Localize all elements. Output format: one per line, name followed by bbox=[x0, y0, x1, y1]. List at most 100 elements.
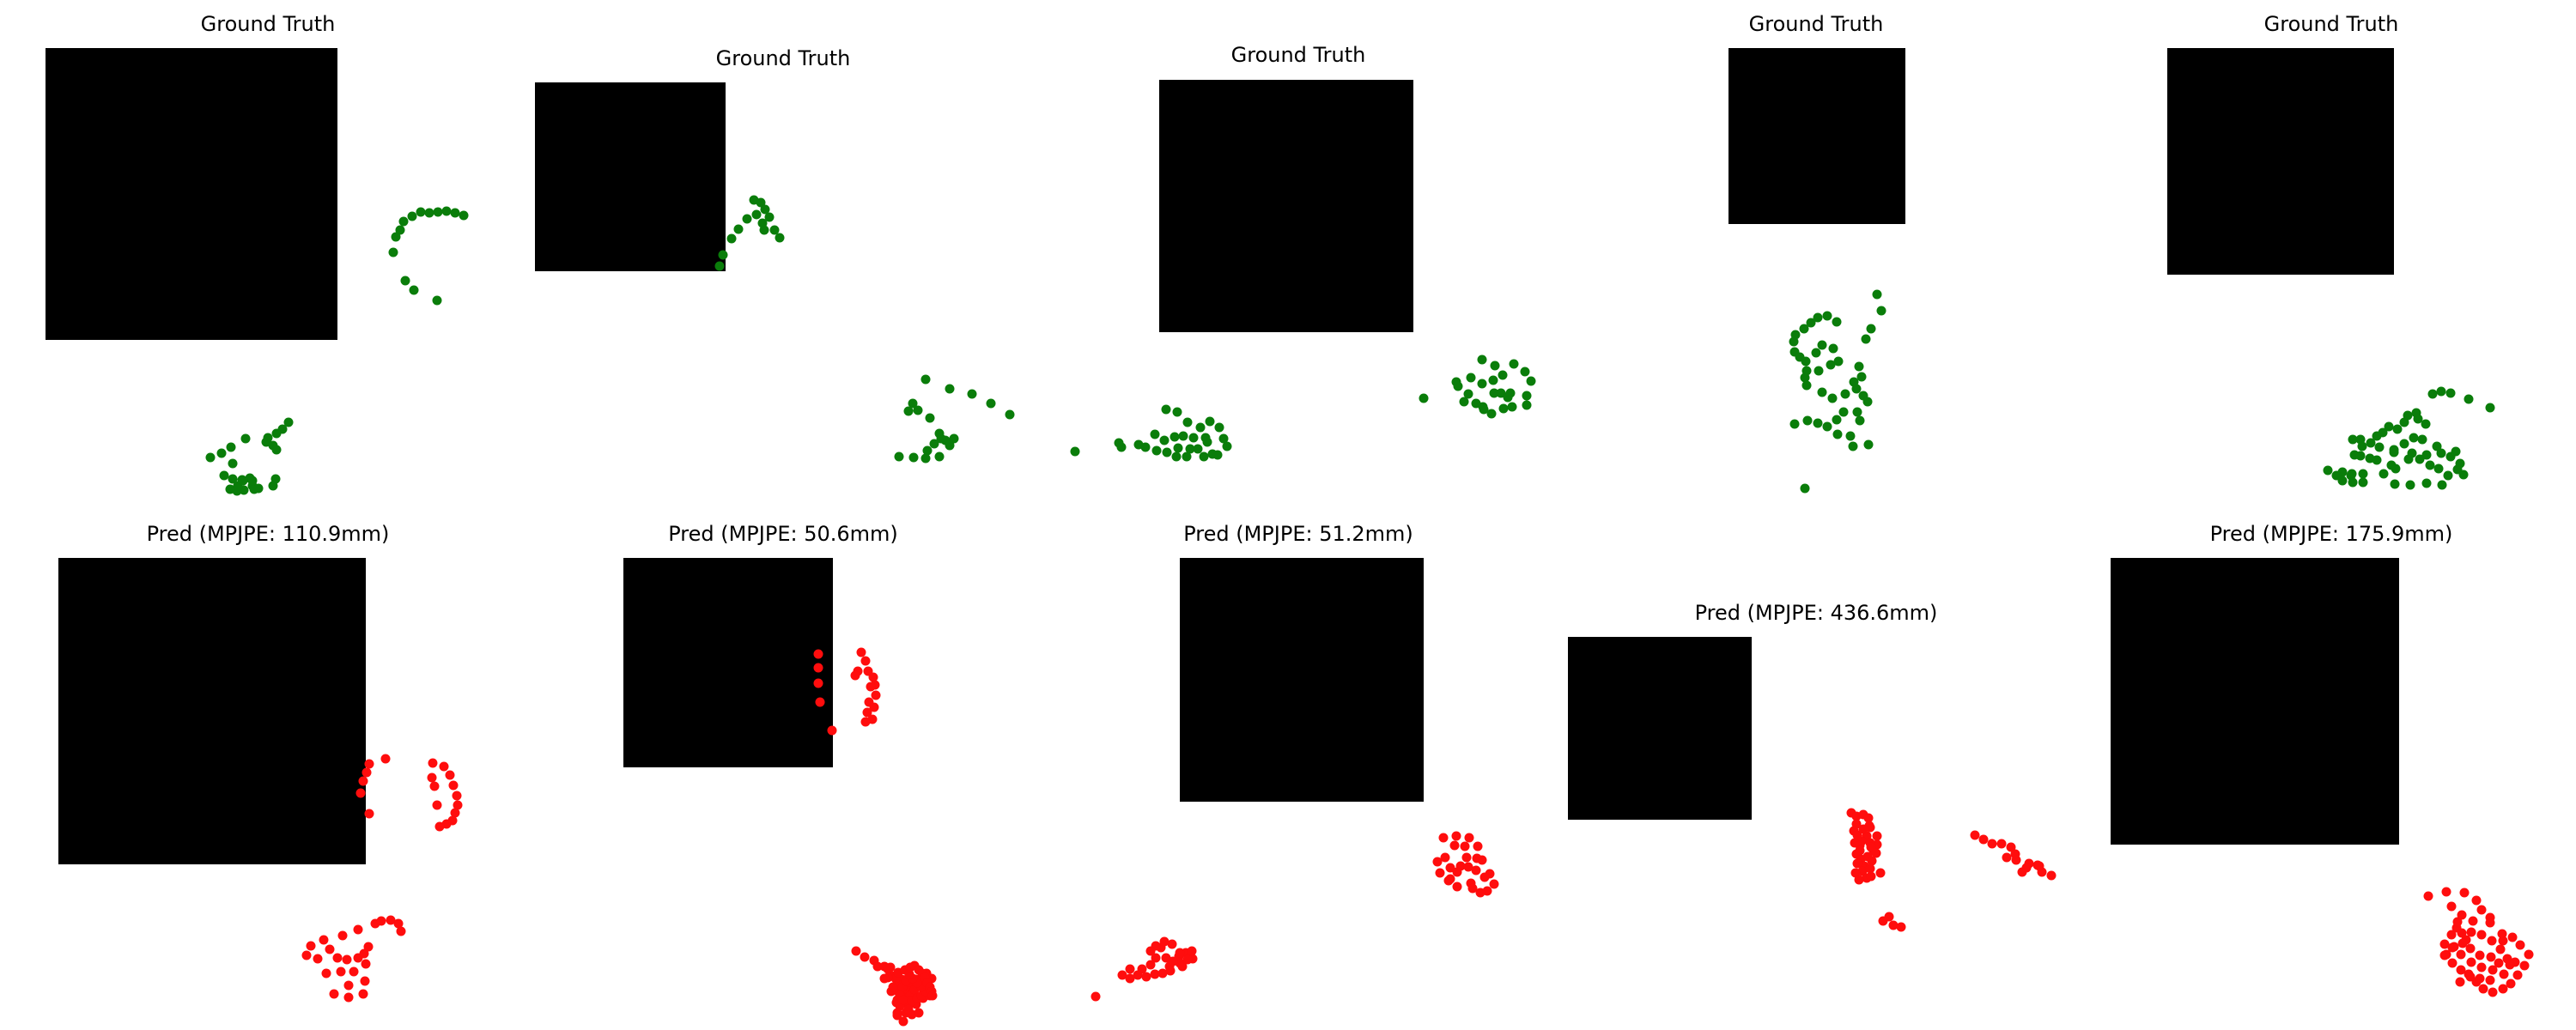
input-image bbox=[1568, 637, 1752, 820]
keypoint bbox=[1866, 324, 1876, 334]
keypoint bbox=[2446, 930, 2457, 940]
keypoint bbox=[1800, 373, 1810, 383]
keypoint bbox=[1888, 920, 1899, 930]
keypoint bbox=[450, 808, 460, 818]
keypoint bbox=[945, 384, 955, 394]
keypoint bbox=[1811, 348, 1821, 358]
keypoint bbox=[2427, 389, 2438, 399]
keypoint bbox=[2499, 969, 2509, 979]
keypoint bbox=[2436, 448, 2446, 458]
panel-title: Pred (MPJPE: 436.6mm) bbox=[1695, 601, 1938, 625]
keypoint bbox=[1813, 418, 1823, 428]
keypoint bbox=[2468, 916, 2478, 926]
keypoint bbox=[395, 225, 405, 235]
keypoint bbox=[1833, 356, 1844, 367]
keypoint bbox=[1817, 340, 1827, 350]
keypoint bbox=[1185, 444, 1195, 454]
keypoint bbox=[2498, 984, 2508, 994]
keypoint bbox=[914, 1008, 924, 1018]
keypoint bbox=[2476, 930, 2487, 940]
keypoint bbox=[1440, 852, 1450, 863]
keypoint bbox=[228, 474, 238, 484]
keypoint bbox=[1445, 863, 1455, 873]
keypoint bbox=[967, 389, 977, 399]
keypoint bbox=[760, 204, 770, 215]
keypoint bbox=[756, 197, 766, 208]
keypoint bbox=[427, 772, 437, 783]
keypoint bbox=[2409, 433, 2419, 443]
keypoint bbox=[1814, 366, 1824, 376]
keypoint bbox=[2486, 952, 2496, 962]
keypoint bbox=[898, 995, 908, 1005]
keypoint bbox=[1172, 407, 1182, 417]
keypoint bbox=[240, 433, 251, 444]
keypoint bbox=[1451, 831, 1461, 841]
keypoint bbox=[1822, 311, 1832, 321]
panel-9: Pred (MPJPE: 436.6mm) bbox=[1568, 601, 2057, 932]
keypoint bbox=[1489, 879, 1499, 889]
keypoint bbox=[1845, 431, 1856, 441]
keypoint bbox=[2323, 465, 2333, 476]
keypoint bbox=[2399, 417, 2409, 427]
keypoint bbox=[2485, 918, 2495, 928]
keypoint bbox=[376, 916, 386, 926]
keypoint bbox=[2366, 438, 2376, 448]
keypoint bbox=[1195, 422, 1206, 433]
keypoint bbox=[416, 207, 426, 217]
keypoint bbox=[1867, 856, 1877, 866]
keypoint bbox=[216, 448, 227, 458]
keypoint bbox=[329, 989, 339, 999]
keypoint bbox=[1212, 450, 1223, 460]
keypoint bbox=[1872, 831, 1882, 841]
keypoint bbox=[1162, 447, 1172, 457]
input-image bbox=[2167, 48, 2394, 275]
keypoint bbox=[718, 250, 728, 260]
input-image bbox=[535, 82, 726, 271]
keypoint bbox=[815, 697, 825, 707]
keypoint bbox=[1813, 312, 1823, 323]
panel-8: Pred (MPJPE: 51.2mm) bbox=[1091, 522, 1499, 1002]
keypoint bbox=[1222, 441, 1232, 451]
keypoint bbox=[407, 211, 417, 221]
keypoint bbox=[1202, 437, 1212, 447]
keypoint bbox=[1133, 970, 1143, 980]
keypoint bbox=[2519, 960, 2530, 971]
keypoint bbox=[775, 233, 785, 243]
panel-title: Pred (MPJPE: 110.9mm) bbox=[147, 522, 390, 546]
keypoint bbox=[1445, 874, 1455, 884]
keypoint bbox=[1509, 359, 1519, 369]
keypoint bbox=[908, 452, 919, 463]
keypoint bbox=[1854, 361, 1864, 372]
panel-title: Ground Truth bbox=[1749, 12, 1884, 36]
input-image bbox=[1159, 80, 1413, 332]
keypoint bbox=[1507, 402, 1517, 412]
keypoint bbox=[1858, 824, 1868, 834]
keypoint bbox=[1799, 324, 1809, 334]
keypoint bbox=[1479, 404, 1489, 415]
keypoint bbox=[2445, 388, 2456, 398]
keypoint bbox=[2476, 962, 2487, 972]
keypoint bbox=[1526, 376, 1536, 386]
keypoint bbox=[1145, 960, 1156, 970]
keypoint bbox=[2446, 901, 2457, 912]
keypoint bbox=[353, 924, 363, 935]
keypoint bbox=[2379, 469, 2389, 479]
keypoint bbox=[363, 942, 374, 952]
keypoint bbox=[2515, 940, 2525, 950]
keypoint bbox=[1178, 431, 1188, 441]
keypoint bbox=[1461, 852, 1472, 863]
keypoint bbox=[1789, 336, 1799, 347]
keypoint bbox=[361, 959, 371, 969]
keypoint bbox=[1479, 872, 1490, 882]
keypoint bbox=[898, 1016, 908, 1027]
keypoint bbox=[920, 453, 931, 464]
keypoint bbox=[1218, 433, 1229, 444]
panel-3: Ground Truth bbox=[1070, 43, 1536, 462]
keypoint bbox=[355, 788, 366, 798]
keypoint bbox=[1871, 848, 1881, 858]
keypoint bbox=[2421, 419, 2431, 429]
keypoint bbox=[2405, 480, 2415, 490]
keypoint bbox=[1978, 834, 1989, 845]
keypoint bbox=[2512, 970, 2523, 980]
keypoint bbox=[2384, 421, 2394, 432]
